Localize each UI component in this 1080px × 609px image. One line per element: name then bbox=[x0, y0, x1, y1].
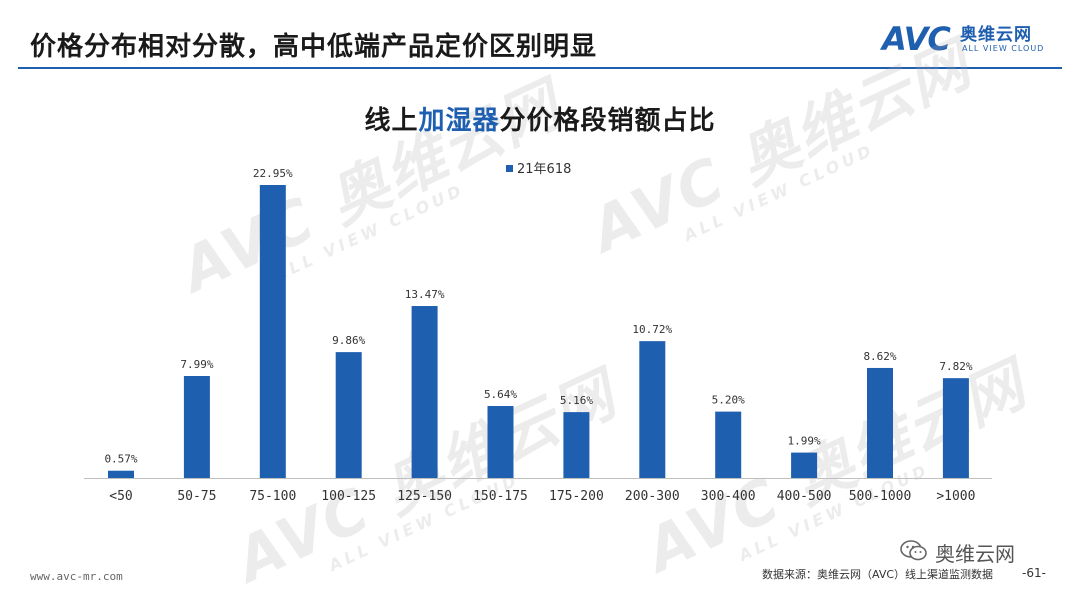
x-tick-label: 100-125 bbox=[321, 489, 376, 504]
data-label: 7.82% bbox=[939, 360, 972, 373]
data-label: 1.99% bbox=[788, 435, 821, 448]
data-label: 10.72% bbox=[632, 323, 672, 336]
bar bbox=[108, 470, 134, 478]
wechat-account: 奥维云网 bbox=[935, 542, 1015, 566]
data-label: 5.20% bbox=[712, 394, 745, 407]
x-tick-label: 125-150 bbox=[397, 489, 452, 504]
bar bbox=[183, 375, 210, 478]
data-label: 7.99% bbox=[180, 358, 213, 371]
page-number: -61- bbox=[1022, 566, 1046, 580]
x-tick-label: 50-75 bbox=[177, 489, 216, 504]
bar bbox=[715, 411, 742, 478]
bar bbox=[867, 367, 893, 478]
x-tick-label: 500-1000 bbox=[849, 489, 912, 504]
data-label: 8.62% bbox=[863, 350, 896, 363]
bar bbox=[639, 341, 666, 478]
page-title: 价格分布相对分散，高中低端产品定价区别明显 bbox=[30, 32, 598, 62]
x-tick-label: >1000 bbox=[936, 489, 975, 504]
bar bbox=[411, 306, 438, 478]
data-label: 5.16% bbox=[560, 394, 593, 407]
data-label: 9.86% bbox=[332, 334, 365, 347]
x-tick-label: 400-500 bbox=[777, 489, 832, 504]
legend-label: 21年618 bbox=[517, 162, 571, 177]
bar bbox=[259, 185, 286, 478]
legend-swatch bbox=[506, 165, 513, 172]
data-label: 0.57% bbox=[104, 453, 137, 466]
bar bbox=[563, 412, 590, 478]
x-tick-label: 200-300 bbox=[625, 489, 680, 504]
x-tick-label: 150-175 bbox=[473, 489, 528, 504]
data-label: 5.64% bbox=[484, 388, 517, 401]
x-tick-label: 175-200 bbox=[549, 489, 604, 504]
logo-cn: 奥维云网 bbox=[960, 25, 1032, 45]
data-label: 22.95% bbox=[253, 167, 293, 180]
wechat-icon bbox=[900, 540, 927, 561]
chart-title-prefix: 线上 bbox=[364, 106, 419, 136]
logo-mark: AVC bbox=[882, 20, 951, 58]
x-tick-label: 300-400 bbox=[701, 489, 756, 504]
chart-title-suffix: 分价格段销额占比 bbox=[499, 106, 716, 136]
data-source: 数据来源：奥维云网（AVC）线上渠道监测数据 bbox=[762, 568, 994, 581]
x-tick-label: <50 bbox=[109, 489, 132, 504]
website-url: www.avc-mr.com bbox=[30, 570, 123, 583]
chart-title: 线上加湿器分价格段销额占比 bbox=[0, 100, 1080, 137]
logo-en: ALL VIEW CLOUD bbox=[962, 44, 1045, 53]
header-divider bbox=[18, 67, 1062, 69]
chart-title-highlight: 加湿器 bbox=[418, 106, 500, 136]
bar bbox=[791, 452, 818, 478]
bar bbox=[942, 378, 969, 478]
avc-logo: AVC 奥维云网 ALL VIEW CLOUD bbox=[882, 18, 1052, 62]
data-label: 13.47% bbox=[405, 288, 445, 301]
bar bbox=[487, 405, 514, 478]
bar bbox=[335, 352, 362, 478]
x-tick-label: 75-100 bbox=[249, 489, 296, 504]
